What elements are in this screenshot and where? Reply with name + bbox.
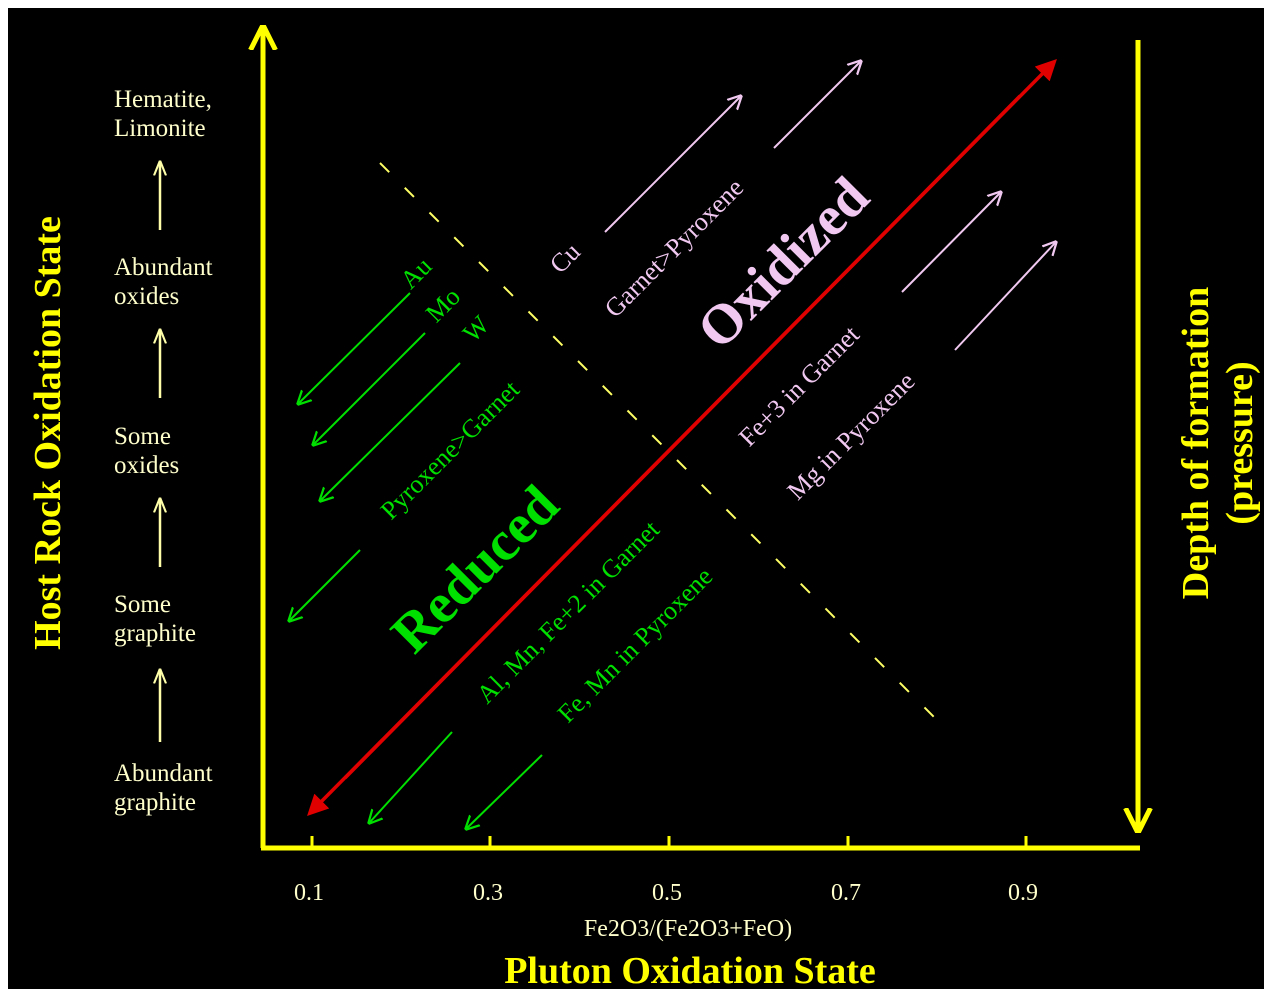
x-axis-subtitle: Fe2O3/(Fe2O3+FeO): [584, 916, 792, 942]
oxidized-arrow: [954, 243, 1055, 351]
reduced-arrow: [370, 731, 453, 822]
right-axis-subtitle: (pressure): [1219, 361, 1261, 524]
diagram-background: [8, 8, 1264, 989]
reduced-arrow: [321, 362, 461, 500]
x-axis-title: Pluton Oxidation State: [504, 950, 876, 989]
y-level-label: Hematite,: [114, 86, 212, 113]
x-tick-label: 0.7: [831, 880, 861, 906]
axes: [261, 30, 1140, 851]
x-tick-label: 0.9: [1008, 880, 1038, 906]
y-level-label: graphite: [114, 789, 196, 816]
oxidized-arrow: [901, 193, 1000, 293]
right-axis-title: Depth of formation: [1175, 287, 1217, 599]
depth-boundary-dashed-line: [379, 162, 946, 729]
label-cu: Cu: [544, 237, 586, 279]
y-level-label: graphite: [114, 620, 196, 647]
oxidation-trend-arrow: [307, 94, 1022, 816]
reduced-arrow: [299, 292, 411, 403]
oxidized-arrow: [773, 62, 860, 149]
oxidized-arrow: [604, 97, 740, 233]
label-au: Au: [395, 252, 438, 295]
label-mo: Mo: [420, 282, 466, 328]
reduced-arrow: [290, 549, 361, 620]
y-level-label: oxides: [114, 452, 179, 479]
reduced-arrow: [314, 332, 426, 444]
y-axis-title: Host Rock Oxidation State: [27, 216, 69, 650]
reduced-arrow: [467, 754, 543, 828]
x-tick-label: 0.1: [294, 880, 324, 906]
y-level-label: Abundant: [114, 254, 213, 281]
y-level-label: Limonite: [114, 115, 206, 142]
x-tick-label: 0.3: [473, 880, 503, 906]
label-w: W: [457, 310, 495, 348]
y-level-label: oxides: [114, 283, 179, 310]
y-level-label: Some: [114, 591, 171, 618]
x-tick-label: 0.5: [652, 880, 682, 906]
y-level-label: Abundant: [114, 760, 213, 787]
y-level-label: Some: [114, 423, 171, 450]
